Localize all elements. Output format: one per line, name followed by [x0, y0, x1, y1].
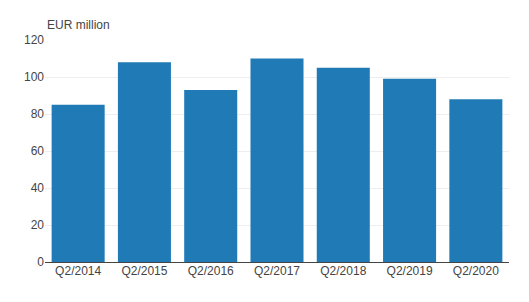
svg-text:0: 0 [37, 255, 44, 269]
svg-text:100: 100 [24, 70, 44, 84]
svg-text:80: 80 [31, 107, 45, 121]
svg-text:Q2/2017: Q2/2017 [254, 264, 300, 278]
svg-text:Q2/2019: Q2/2019 [387, 264, 433, 278]
svg-text:EUR million: EUR million [47, 18, 110, 32]
svg-text:Q2/2018: Q2/2018 [320, 264, 366, 278]
svg-text:Q2/2014: Q2/2014 [55, 264, 101, 278]
svg-text:60: 60 [31, 144, 45, 158]
svg-text:20: 20 [31, 218, 45, 232]
svg-text:Q2/2020: Q2/2020 [453, 264, 499, 278]
svg-text:40: 40 [31, 181, 45, 195]
svg-text:120: 120 [24, 33, 44, 47]
svg-text:Q2/2015: Q2/2015 [121, 264, 167, 278]
svg-text:Q2/2016: Q2/2016 [188, 264, 234, 278]
